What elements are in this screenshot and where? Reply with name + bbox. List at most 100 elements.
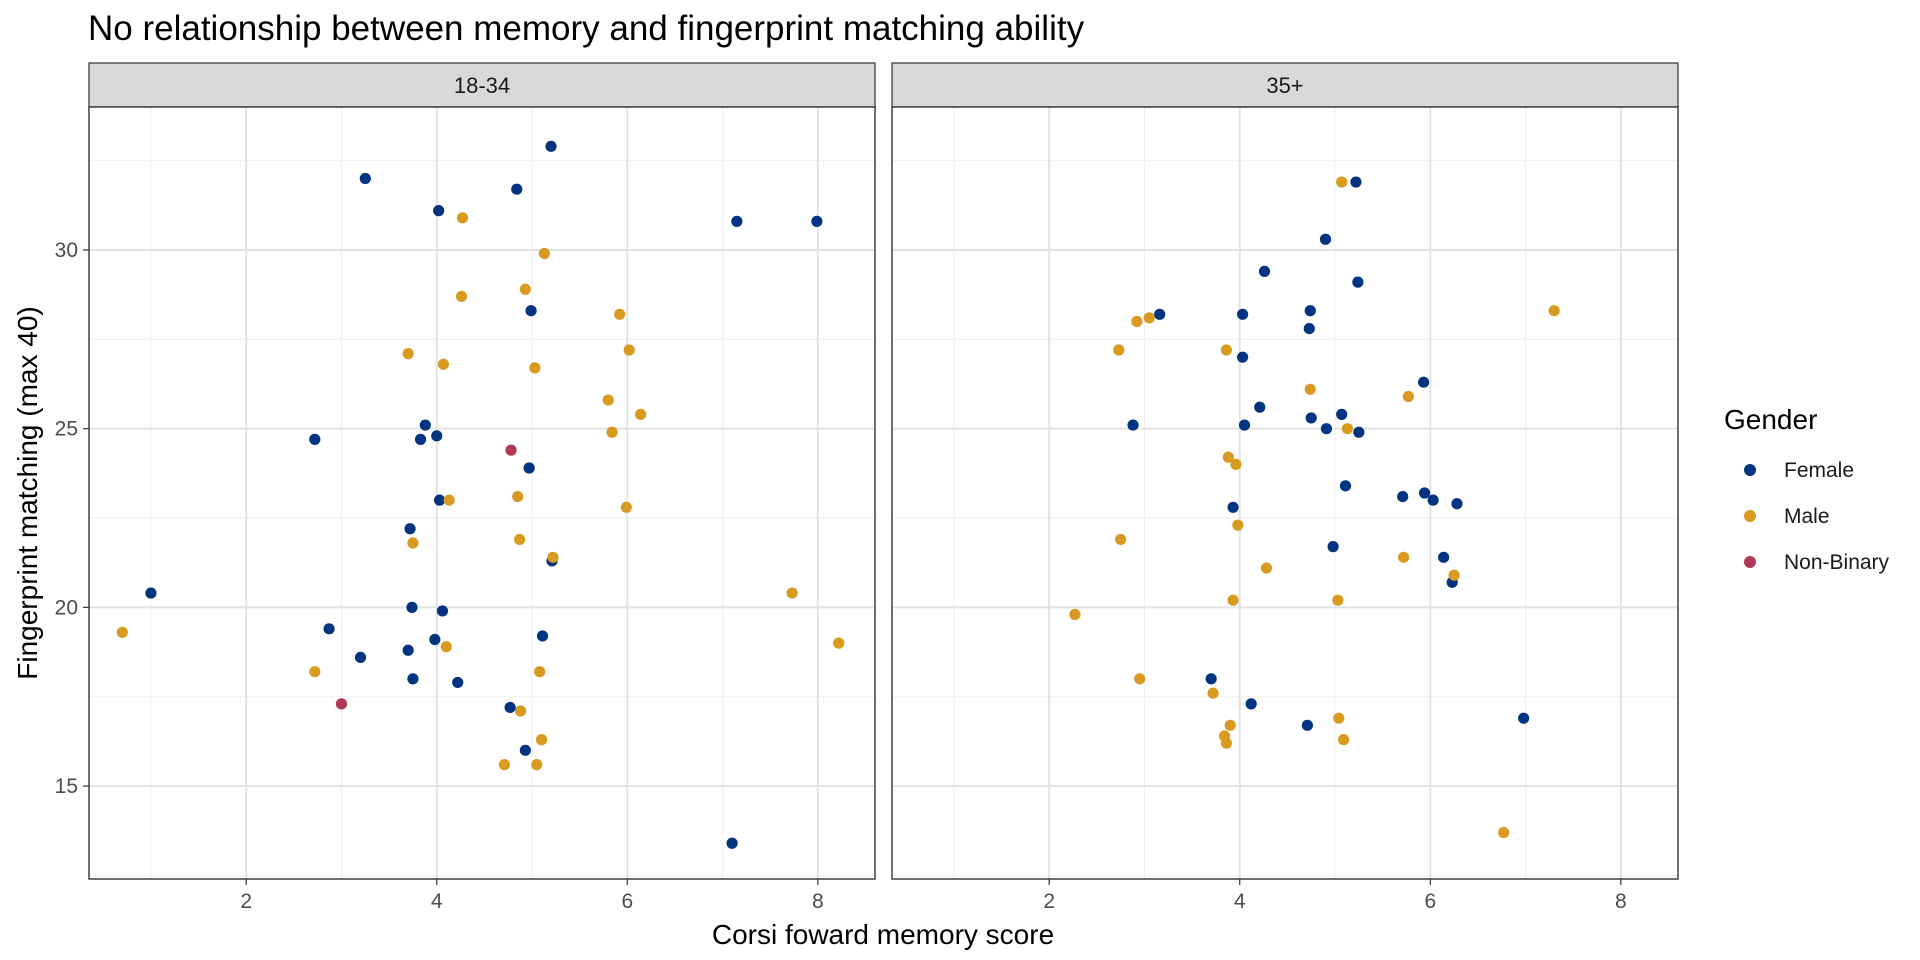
data-point — [1260, 562, 1273, 574]
data-point — [525, 305, 537, 317]
data-point — [536, 630, 549, 642]
data-point — [116, 626, 128, 638]
data-points — [1069, 176, 1560, 839]
legend-title: Gender — [1724, 404, 1817, 435]
data-points — [116, 140, 845, 849]
chart-title: No relationship between memory and finge… — [88, 9, 1085, 48]
legend-key — [1744, 556, 1756, 568]
data-point — [419, 419, 431, 431]
data-point — [1227, 594, 1239, 606]
facet-panels: 18-34 2 4 6 8 15 20 25 30 35+ 2 4 6 8 — [55, 62, 1679, 913]
data-point — [309, 433, 321, 445]
y-tick-label: 25 — [55, 418, 78, 441]
data-point — [407, 673, 419, 685]
panel-border — [891, 106, 1679, 880]
data-point — [635, 408, 647, 420]
data-point — [407, 537, 419, 549]
data-point — [1143, 312, 1155, 324]
data-point — [1237, 351, 1249, 363]
legend-item: Female — [1744, 459, 1854, 482]
y-tick-label: 20 — [55, 596, 78, 619]
data-point — [1205, 673, 1217, 685]
data-point — [455, 290, 468, 303]
data-point — [529, 362, 541, 374]
data-point — [519, 283, 531, 295]
data-point — [514, 705, 527, 717]
x-tick-label: 2 — [1043, 890, 1055, 913]
y-axis-title: Fingerprint matching (max 40) — [12, 306, 43, 679]
data-point — [531, 759, 543, 771]
data-point — [402, 348, 414, 360]
data-point — [1341, 423, 1354, 435]
x-tick-label: 4 — [1234, 890, 1246, 913]
data-point — [440, 641, 452, 653]
data-point — [512, 490, 524, 503]
data-point — [614, 308, 626, 320]
data-point — [145, 587, 157, 599]
legend-label: Non-Binary — [1784, 551, 1890, 574]
y-tick-label: 30 — [55, 239, 78, 262]
data-point — [505, 444, 517, 456]
data-point — [1238, 419, 1251, 431]
data-point — [1448, 569, 1460, 581]
data-point — [1337, 734, 1350, 746]
data-point — [354, 651, 367, 664]
data-point — [443, 494, 455, 506]
data-point — [514, 533, 526, 546]
data-point — [498, 759, 510, 771]
data-point — [1245, 698, 1257, 710]
data-point — [519, 744, 531, 756]
data-point — [504, 701, 516, 714]
data-point — [1402, 390, 1414, 403]
data-point — [1227, 501, 1239, 513]
data-point — [402, 644, 414, 656]
data-point — [620, 501, 632, 513]
data-point — [406, 601, 418, 613]
data-point — [1336, 176, 1348, 188]
data-point — [309, 666, 321, 678]
facet-strip — [88, 62, 876, 108]
data-point — [786, 587, 798, 599]
data-point — [404, 523, 416, 535]
data-point — [452, 676, 464, 689]
x-tick-label: 4 — [431, 890, 443, 913]
data-point — [1115, 533, 1127, 546]
data-point — [1320, 423, 1333, 435]
data-point — [1301, 719, 1313, 731]
data-point — [1332, 594, 1344, 606]
y-tick-label: 15 — [55, 775, 78, 798]
x-tick-label: 2 — [240, 890, 252, 913]
data-point — [1336, 408, 1348, 420]
data-point — [1222, 451, 1234, 463]
data-point — [1398, 551, 1410, 563]
x-axis-title: Corsi foward memory score — [712, 919, 1054, 950]
panel-border — [88, 106, 876, 880]
data-point — [1131, 315, 1143, 328]
legend-item: Male — [1744, 505, 1830, 528]
data-point — [323, 623, 335, 635]
x-tick-label: 8 — [812, 890, 824, 913]
data-point — [1303, 322, 1315, 335]
data-point — [1224, 719, 1236, 731]
data-point — [535, 734, 548, 746]
data-point — [1451, 498, 1463, 510]
legend-label: Female — [1784, 459, 1854, 482]
data-point — [1232, 519, 1244, 531]
data-point — [1304, 383, 1316, 395]
data-point — [523, 462, 535, 474]
data-point — [1220, 344, 1233, 356]
legend: Gender Female Male Non-Binary — [1724, 404, 1890, 574]
data-point — [433, 205, 445, 217]
data-point — [1319, 233, 1332, 245]
data-point — [534, 666, 546, 678]
data-point — [1418, 487, 1431, 499]
data-point — [456, 212, 469, 224]
data-point — [1134, 673, 1146, 685]
data-point — [434, 494, 446, 506]
data-point — [414, 433, 427, 445]
data-point — [1304, 305, 1316, 317]
data-point — [1548, 305, 1560, 317]
data-point — [1069, 608, 1081, 621]
data-point — [1327, 541, 1339, 553]
